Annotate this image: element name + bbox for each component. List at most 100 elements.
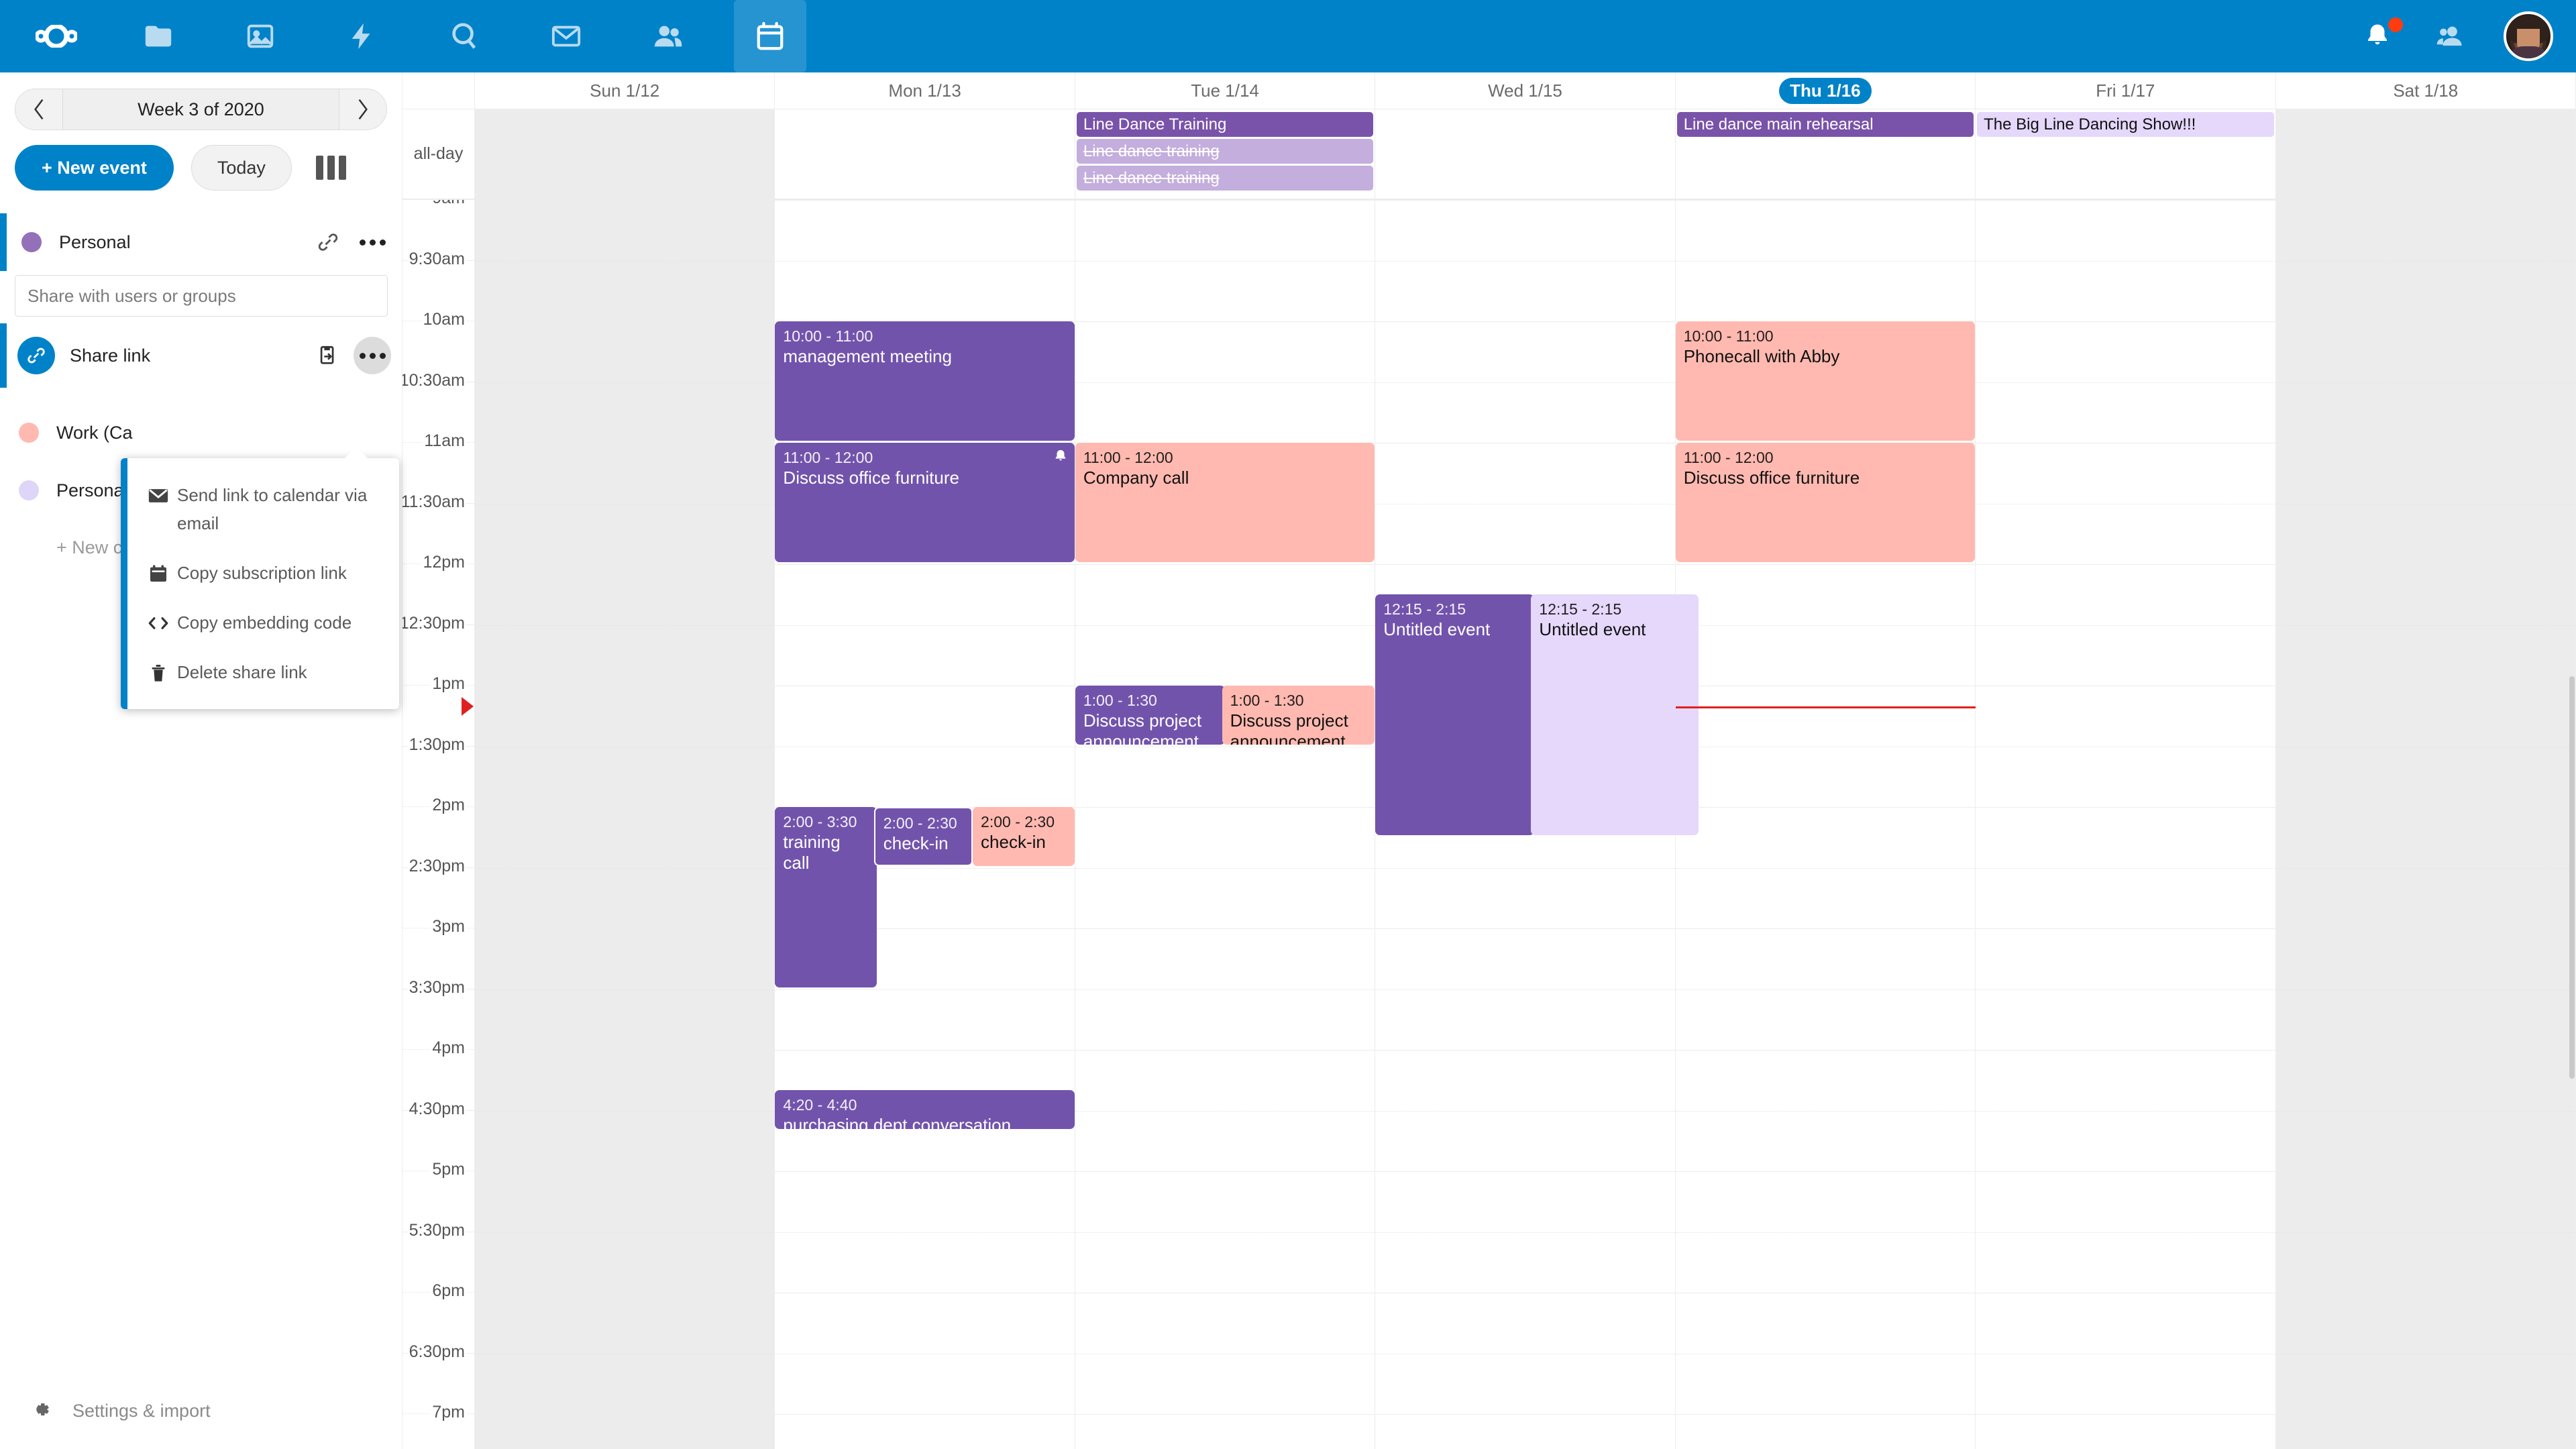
- sidebar-item-calendar-work[interactable]: Work (Ca: [0, 404, 402, 462]
- all-day-event[interactable]: Line dance training: [1076, 139, 1374, 164]
- notifications-bell-icon[interactable]: [2341, 0, 2414, 72]
- time-label: 5pm: [431, 1160, 466, 1179]
- day-column-wed[interactable]: 12:15 - 2:15 Untitled event 12:15 - 2:15 Un…: [1375, 200, 1699, 1449]
- day-column-thu[interactable]: 10:00 - 11:00 Phonecall with Abby 11:00 - …: [1675, 200, 1976, 1449]
- grid-line: [475, 989, 775, 990]
- grid-line: [1075, 1171, 1375, 1172]
- calendar-event[interactable]: 12:15 - 2:15 Untitled event: [1375, 594, 1534, 836]
- all-day-row: all-day Line Dance Training Line dance t…: [402, 109, 2576, 200]
- calendar-event[interactable]: 10:00 - 11:00 Phonecall with Abby: [1675, 321, 1976, 441]
- day-header-sat[interactable]: Sat 1/18: [2276, 72, 2576, 109]
- calendar-icon[interactable]: [734, 0, 806, 72]
- day-header-tue[interactable]: Tue 1/14: [1075, 72, 1376, 109]
- day-column-sat[interactable]: [2275, 200, 2576, 1449]
- all-day-cell-sun[interactable]: [475, 109, 775, 199]
- notification-badge: [2388, 17, 2403, 32]
- day-header-sun[interactable]: Sun 1/12: [475, 72, 775, 109]
- calendar-more-actions-icon[interactable]: [354, 223, 391, 261]
- grid-line: [2275, 1110, 2575, 1112]
- all-day-cell-sat[interactable]: [2275, 109, 2576, 199]
- day-header-wed[interactable]: Wed 1/15: [1375, 72, 1676, 109]
- grid-line: [1976, 321, 2275, 322]
- grid-line: [1976, 1050, 2275, 1051]
- grid-line: [1675, 564, 1976, 565]
- previous-week-button[interactable]: [15, 89, 62, 129]
- grid-line: [1976, 989, 2275, 990]
- day-header-mon[interactable]: Mon 1/13: [775, 72, 1075, 109]
- sidebar-item-calendar-personal-2[interactable]: Persona: [0, 462, 402, 519]
- share-link-more-actions-icon[interactable]: [354, 337, 391, 374]
- calendar-event[interactable]: 12:15 - 2:15 Untitled event: [1531, 594, 1699, 836]
- day-column-sun[interactable]: [475, 200, 775, 1449]
- time-label: 12pm: [421, 553, 466, 572]
- menu-item-delete-share-link[interactable]: Delete share link: [127, 647, 399, 697]
- time-slot: 9:30am: [402, 249, 474, 321]
- new-calendar-button[interactable]: + New c: [56, 537, 123, 557]
- contacts-icon[interactable]: [632, 0, 704, 72]
- files-icon[interactable]: [122, 0, 195, 72]
- time-slot: 5:30pm: [402, 1220, 474, 1293]
- time-slot: 11:30am: [402, 492, 474, 564]
- today-button[interactable]: Today: [191, 145, 292, 191]
- day-header-thu[interactable]: Thu 1/16: [1676, 72, 1976, 109]
- next-week-button[interactable]: [339, 89, 386, 129]
- event-title: Company call: [1083, 468, 1189, 488]
- current-time-marker: [462, 696, 474, 716]
- all-day-event[interactable]: Line Dance Training: [1076, 112, 1374, 137]
- calendar-event[interactable]: 2:00 - 2:30 check-in: [873, 807, 973, 866]
- grid-line: [1075, 807, 1375, 808]
- day-header-fri[interactable]: Fri 1/17: [1976, 72, 2276, 109]
- day-column-mon[interactable]: 10:00 - 11:00 management meeting 11:00 - 1…: [775, 200, 1075, 1449]
- calendar-event[interactable]: 4:20 - 4:40 purchasing dept conversation: [775, 1090, 1075, 1129]
- menu-item-copy-embedding-code[interactable]: Copy embedding code: [127, 598, 399, 647]
- menu-item-send-link-email[interactable]: Send link to calendar via email: [127, 470, 399, 548]
- search-icon[interactable]: [428, 0, 500, 72]
- all-day-cell-mon[interactable]: [775, 109, 1075, 199]
- share-link-row[interactable]: Share link: [0, 323, 402, 388]
- share-with-users-input[interactable]: [15, 275, 388, 317]
- time-label: 10am: [421, 310, 466, 329]
- calendar-event[interactable]: 11:00 - 12:00 Discuss office furniture: [1675, 443, 1976, 562]
- time-slot: 6:30pm: [402, 1342, 474, 1414]
- calendar-event[interactable]: 1:00 - 1:30 Discuss project announcement: [1222, 686, 1375, 745]
- calendar-event[interactable]: 11:00 - 12:00 Discuss office furniture: [775, 443, 1075, 562]
- settings-and-import-button[interactable]: Settings & import: [0, 1387, 402, 1434]
- copy-link-icon[interactable]: [309, 337, 347, 374]
- time-slot: 3pm: [402, 917, 474, 989]
- all-day-event[interactable]: Line dance training: [1076, 166, 1374, 191]
- calendar-event[interactable]: 10:00 - 11:00 management meeting: [775, 321, 1075, 441]
- grid-line: [1075, 382, 1375, 383]
- share-link-toggle-icon[interactable]: [309, 223, 347, 261]
- event-time: 2:00 - 3:30: [783, 813, 857, 830]
- contacts-menu-icon[interactable]: [2414, 0, 2486, 72]
- all-day-cell-fri[interactable]: The Big Line Dancing Show!!!: [1976, 109, 2276, 199]
- all-day-cell-thu[interactable]: Line dance main rehearsal: [1676, 109, 1976, 199]
- calendar-event[interactable]: 2:00 - 3:30 training call: [775, 807, 877, 987]
- sidebar-item-calendar-personal[interactable]: Personal: [0, 213, 402, 271]
- all-day-cell-tue[interactable]: Line Dance Training Line dance training …: [1075, 109, 1376, 199]
- week-view-icon[interactable]: [315, 156, 346, 180]
- all-day-event[interactable]: Line dance main rehearsal: [1676, 112, 1974, 137]
- activity-icon[interactable]: [326, 0, 398, 72]
- time-grid-scroll-area[interactable]: 9am 9:30am 10am 10:30am 11am 11:30am 12pm 12:30…: [402, 200, 2576, 1449]
- vertical-scrollbar[interactable]: [2569, 676, 2575, 1079]
- avatar[interactable]: [2504, 11, 2553, 61]
- mail-icon[interactable]: [530, 0, 602, 72]
- day-column-tue[interactable]: 11:00 - 12:00 Company call 1:00 - 1:30 Disc…: [1075, 200, 1376, 1449]
- event-title: purchasing dept conversation: [783, 1115, 1012, 1129]
- event-alarm-bell-icon: [1053, 448, 1068, 468]
- all-day-event[interactable]: The Big Line Dancing Show!!!: [1977, 112, 2274, 137]
- photos-icon[interactable]: [224, 0, 297, 72]
- day-column-fri[interactable]: [1976, 200, 2276, 1449]
- all-day-cell-wed[interactable]: [1375, 109, 1676, 199]
- calendar-event[interactable]: 11:00 - 12:00 Company call: [1075, 443, 1375, 562]
- time-label: 3pm: [431, 917, 466, 936]
- gear-icon: [28, 1397, 52, 1425]
- grid-line: [1375, 200, 1675, 201]
- new-event-button[interactable]: + New event: [15, 145, 174, 191]
- calendar-event[interactable]: 2:00 - 2:30 check-in: [973, 807, 1075, 866]
- nextcloud-logo-icon[interactable]: [20, 0, 93, 72]
- calendar-event[interactable]: 1:00 - 1:30 Discuss project announcement: [1075, 686, 1226, 745]
- grid-line: [775, 928, 1075, 929]
- menu-item-copy-subscription-link[interactable]: Copy subscription link: [127, 548, 399, 598]
